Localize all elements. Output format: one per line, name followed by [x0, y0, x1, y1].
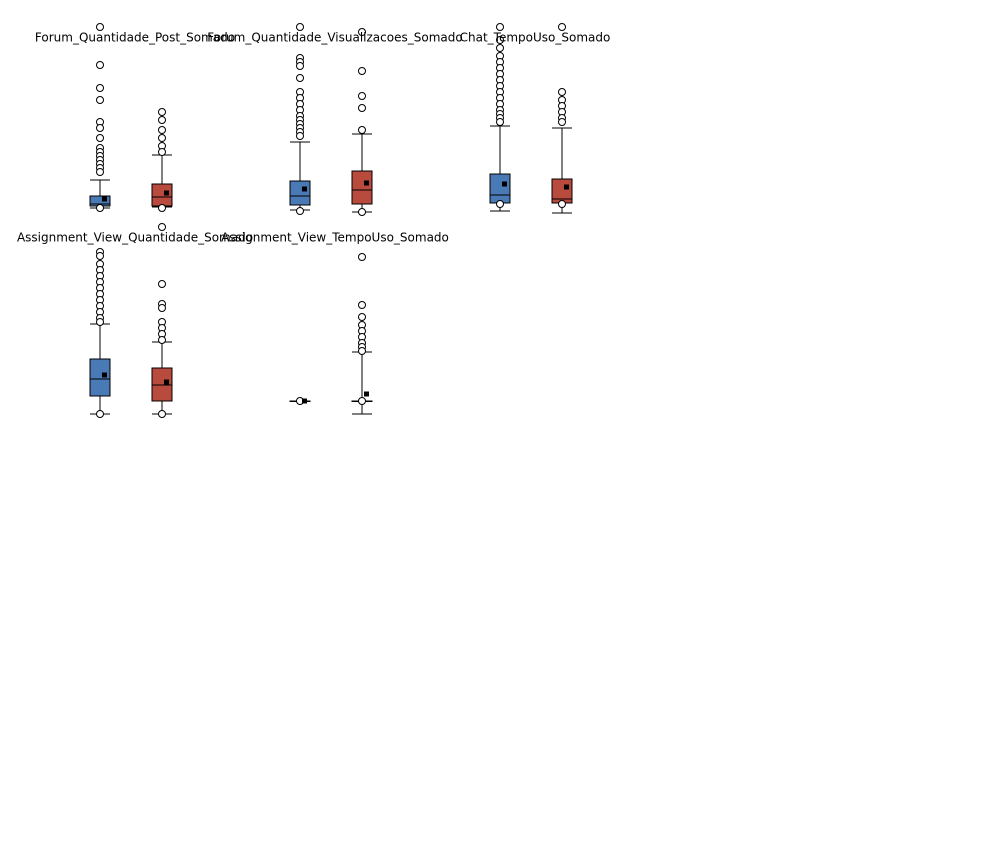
outlier — [96, 23, 104, 31]
outlier — [96, 168, 104, 176]
outlier — [358, 347, 366, 355]
mean — [302, 398, 307, 404]
outlier — [358, 313, 366, 321]
outlier — [96, 124, 104, 132]
box — [489, 173, 511, 204]
outlier — [158, 148, 166, 156]
mean — [102, 372, 107, 378]
outlier — [96, 204, 104, 212]
outlier — [158, 304, 166, 312]
outlier — [158, 116, 166, 124]
outlier — [358, 92, 366, 100]
outlier — [558, 118, 566, 126]
outlier — [358, 67, 366, 75]
panel-title: Assignment_View_TempoUso_Somado — [221, 231, 449, 245]
mean — [102, 196, 107, 202]
outlier — [496, 23, 504, 31]
outlier — [296, 62, 304, 70]
mean — [364, 391, 369, 397]
outlier — [358, 28, 366, 36]
outlier — [558, 23, 566, 31]
outlier — [96, 96, 104, 104]
mean — [364, 180, 369, 186]
outlier — [358, 301, 366, 309]
mean — [164, 379, 169, 385]
outlier — [158, 204, 166, 212]
panel-title: Assignment_View_Quantidade_Somado — [17, 231, 253, 245]
panel-title: Forum_Quantidade_Visualizacoes_Somado — [207, 31, 462, 45]
mean — [502, 181, 507, 187]
mean — [302, 186, 307, 192]
outlier — [358, 397, 366, 405]
outlier — [158, 280, 166, 288]
outlier — [358, 126, 366, 134]
mean — [564, 184, 569, 190]
outlier — [158, 336, 166, 344]
panel-title: Chat_TempoUso_Somado — [460, 31, 611, 45]
outlier — [96, 410, 104, 418]
outlier — [96, 318, 104, 326]
outlier — [358, 208, 366, 216]
outlier — [158, 410, 166, 418]
box — [351, 170, 373, 205]
outlier — [296, 23, 304, 31]
outlier — [296, 132, 304, 140]
outlier — [496, 118, 504, 126]
outlier — [496, 44, 504, 52]
box — [89, 358, 111, 397]
outlier — [496, 200, 504, 208]
outlier — [96, 61, 104, 69]
outlier — [496, 36, 504, 44]
mean — [164, 190, 169, 196]
outlier — [96, 134, 104, 142]
outlier — [558, 200, 566, 208]
outlier — [158, 223, 166, 231]
panel-title: Forum_Quantidade_Post_Somado — [35, 31, 235, 45]
outlier — [358, 253, 366, 261]
outlier — [158, 108, 166, 116]
outlier — [96, 84, 104, 92]
outlier — [158, 126, 166, 134]
outlier — [96, 252, 104, 260]
outlier — [296, 74, 304, 82]
outlier — [296, 207, 304, 215]
box — [289, 180, 311, 206]
outlier — [158, 134, 166, 142]
outlier — [358, 104, 366, 112]
outlier — [558, 88, 566, 96]
